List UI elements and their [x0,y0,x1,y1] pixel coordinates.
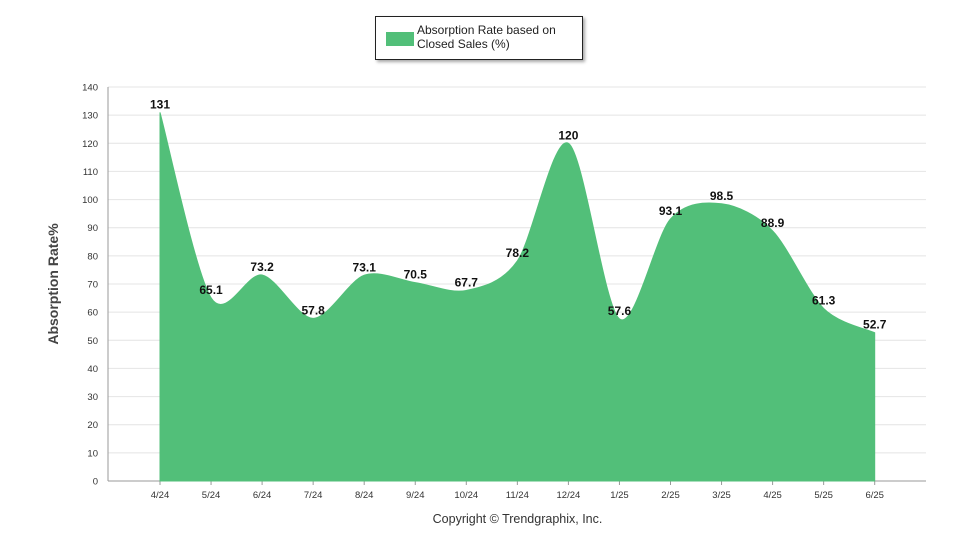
x-tick-label: 8/24 [355,490,374,501]
legend-label: Absorption Rate based on Closed Sales (%… [417,23,556,51]
y-tick-label: 70 [87,280,98,291]
area-series [159,112,876,482]
area-path [159,112,876,482]
data-label: 61.3 [812,293,836,307]
x-tick-label: 4/25 [763,490,782,501]
y-tick-label: 50 [87,336,98,347]
x-tick-label: 2/25 [661,490,680,501]
y-tick-label: 130 [82,111,98,122]
data-label: 57.6 [608,304,632,318]
x-tick-label: 10/24 [454,490,478,501]
x-tick-label: 6/25 [865,490,884,501]
y-tick-label: 140 [82,83,98,94]
y-tick-label: 0 [93,477,98,488]
y-tick-label: 90 [87,223,98,234]
y-tick-label: 20 [87,420,98,431]
data-label: 120 [558,128,578,142]
data-labels: 131 65.1 73.2 57.8 73.1 70.5 67.7 78.2 120 57.6 93… [150,97,887,331]
data-label: 70.5 [404,268,428,282]
x-tick-label: 5/25 [814,490,833,501]
y-axis-title: Absorption Rate% [45,223,61,345]
y-tick-label: 80 [87,251,98,262]
y-tick-label: 100 [82,195,98,206]
data-label: 57.8 [301,303,325,317]
legend-swatch [386,32,414,46]
x-tick-label: 7/24 [304,490,323,501]
data-label: 88.9 [761,216,785,230]
data-label: 52.7 [863,318,887,332]
data-label: 93.1 [659,204,683,218]
x-tick-label: 4/24 [151,490,170,501]
x-tick-label: 5/24 [202,490,221,501]
x-tick-label: 12/24 [557,490,581,501]
copyright-text: Copyright © Trendgraphix, Inc. [432,512,603,526]
axes: 0 10 20 30 40 50 60 70 80 90 100 110 120 130 140 4/24 5/… [82,83,884,502]
data-label: 73.1 [353,260,377,274]
x-tick-label: 6/24 [253,490,272,501]
x-tick-label: 9/24 [406,490,425,501]
x-tick-label: 11/24 [506,490,529,501]
x-tick-label: 1/25 [610,490,629,501]
y-tick-label: 120 [82,139,98,150]
data-label: 78.2 [506,246,530,260]
data-label: 65.1 [199,283,223,297]
data-label: 131 [150,97,170,111]
y-tick-label: 40 [87,364,98,375]
data-label: 98.5 [710,189,734,203]
x-tick-label: 3/25 [712,490,731,501]
y-tick-label: 110 [83,167,98,178]
data-label: 67.7 [455,275,479,289]
y-tick-label: 10 [87,448,98,459]
data-label: 73.2 [250,260,274,274]
y-tick-label: 60 [87,308,98,319]
y-tick-label: 30 [87,392,98,403]
chart-legend: Absorption Rate based on Closed Sales (%… [375,16,583,60]
